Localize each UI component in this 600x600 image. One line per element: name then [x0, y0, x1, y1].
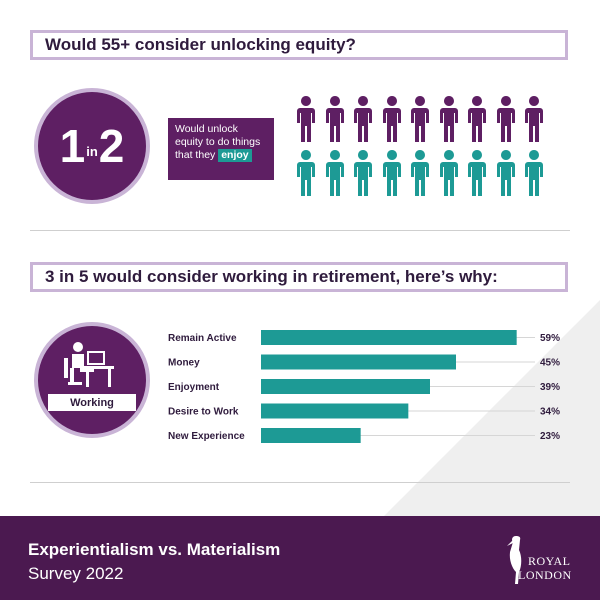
- category-label: Desire to Work: [168, 407, 239, 418]
- logo-word-london: LONDON: [518, 568, 572, 582]
- person-icon: [325, 96, 344, 142]
- working-circle: [34, 322, 150, 438]
- person-icon: [525, 150, 543, 196]
- person-icon: [382, 96, 401, 142]
- pelican-icon: [507, 536, 522, 584]
- person-at-desk-icon: [64, 342, 114, 387]
- bar: [261, 379, 430, 394]
- bar: [261, 330, 517, 345]
- people-pictogram: [296, 96, 544, 204]
- person-icon: [411, 96, 429, 142]
- working-label: Working: [48, 394, 136, 411]
- value-label: 23%: [540, 431, 560, 442]
- value-label: 34%: [540, 407, 560, 418]
- value-label: 39%: [540, 382, 560, 393]
- person-icon: [354, 150, 372, 196]
- equity-callout: Would unlock equity to do things that th…: [168, 118, 274, 180]
- section-title-working: 3 in 5 would consider working in retirem…: [30, 262, 568, 292]
- bar: [261, 403, 409, 419]
- category-label: Money: [168, 358, 200, 369]
- footer-title: Experientialism vs. Materialism: [28, 540, 281, 559]
- section-divider: [30, 230, 570, 231]
- section-divider-bottom: [30, 482, 570, 483]
- person-icon: [325, 150, 344, 196]
- person-row: [296, 96, 544, 142]
- ratio-word: in: [86, 143, 98, 159]
- person-icon: [411, 150, 429, 196]
- person-icon: [496, 96, 515, 142]
- person-icon: [439, 150, 458, 196]
- person-icon: [297, 96, 315, 142]
- royal-london-logo: ROYAL LONDON: [506, 532, 576, 588]
- footer-banner: Experientialism vs. Materialism Survey 2…: [0, 516, 600, 600]
- person-icon: [354, 96, 372, 142]
- ratio-numerator: 1: [59, 120, 86, 172]
- person-icon: [439, 96, 458, 142]
- reasons-bar-chart: Remain Active 59% Money 45% Enjoyment 39% Desi…: [168, 330, 560, 443]
- footer-subtitle: Survey 2022: [28, 564, 124, 583]
- ratio-circle: 1 in 2: [34, 88, 150, 204]
- person-icon: [496, 150, 515, 196]
- person-icon: [468, 96, 486, 142]
- person-icon: [468, 150, 486, 196]
- person-icon: [382, 150, 401, 196]
- category-label: Enjoyment: [168, 382, 220, 393]
- person-icon: [297, 150, 315, 196]
- callout-highlight: enjoy: [218, 149, 252, 162]
- value-label: 45%: [540, 358, 560, 369]
- callout-text: Would unlock equity to do things that th…: [175, 123, 261, 161]
- category-label: Remain Active: [168, 333, 237, 344]
- value-label: 59%: [540, 333, 560, 344]
- section-title-equity: Would 55+ consider unlocking equity?: [30, 30, 568, 60]
- logo-word-royal: ROYAL: [528, 554, 571, 568]
- category-label: New Experience: [168, 431, 245, 442]
- ratio-denominator: 2: [98, 120, 125, 172]
- person-row: [296, 150, 544, 196]
- person-icon: [525, 96, 543, 142]
- bar: [261, 428, 361, 443]
- bar: [261, 354, 456, 370]
